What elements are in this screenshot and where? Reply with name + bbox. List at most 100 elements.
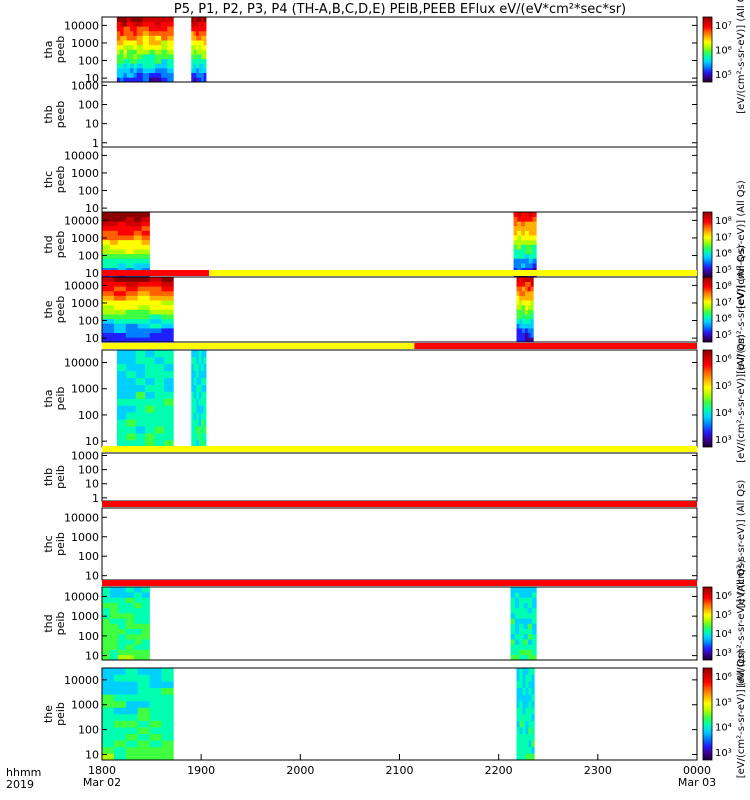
panel-5-spectrogram-cell xyxy=(519,281,523,287)
panel-4-spectrogram-cell xyxy=(524,225,530,231)
panel-4-spectrogram-cell xyxy=(528,221,533,227)
panel-6-spectrogram-cell xyxy=(201,433,204,441)
panel-9-spectrogram-cell xyxy=(510,587,516,593)
panel-4-spectrogram-cell xyxy=(528,258,533,264)
panel-5-spectrogram-cell xyxy=(161,309,174,315)
panel-4-spectrogram-cell xyxy=(513,263,518,269)
panel-4-spectrogram-cell xyxy=(133,221,142,227)
panel-6-spectrogram-cell xyxy=(116,370,127,379)
panel-9-spectrogram-cell xyxy=(133,654,142,661)
panel-9-spectrogram-cell xyxy=(109,623,119,630)
panel-4-spectrogram-cell xyxy=(528,239,533,245)
panel-10-spectrogram-cell xyxy=(531,694,535,702)
panel-4-spectrogram-cell xyxy=(109,249,119,255)
panel-1-spectrogram-cell xyxy=(148,26,156,32)
panel-5-colorbar-tick: 10⁵ xyxy=(715,330,732,341)
panel-10-spectrogram-cell xyxy=(161,700,174,708)
panel-9-spectrogram-cell xyxy=(102,654,111,661)
panel-4-spectrogram-cell xyxy=(133,253,142,259)
panel-9-spectrogram-cell xyxy=(109,649,119,656)
panel-6-spectrogram-cell xyxy=(203,370,207,379)
panel-5-spectrogram-cell xyxy=(113,309,127,315)
panel-9-spectrogram-cell xyxy=(519,633,524,640)
panel-9-spectrogram-cell xyxy=(527,587,533,593)
panel-10-spectrogram-cell xyxy=(125,740,138,748)
panel-9-spectrogram-cell xyxy=(523,592,529,598)
panel-10-spectrogram-cell xyxy=(113,687,127,695)
panel-5-spectrogram-cell xyxy=(137,309,150,315)
panel-2-ytick-label: 1000 xyxy=(71,79,99,92)
panel-10-spectrogram-cell xyxy=(125,714,138,721)
panel-5-spectrogram-cell xyxy=(113,314,127,320)
panel-8-ytick-label: 1000 xyxy=(71,531,99,544)
panel-1-spectrogram-cell xyxy=(203,26,207,32)
panel-10-spectrogram-cell xyxy=(113,720,127,728)
panel-5-spectrogram-cell xyxy=(149,277,162,282)
xtick-label: 0000 xyxy=(683,764,711,777)
panel-9-spectrogram-cell xyxy=(527,639,533,645)
panel-10-spectrogram-cell xyxy=(528,720,532,728)
panel-1-spectrogram-cell xyxy=(203,21,207,27)
panel-6-spectrogram-cell xyxy=(116,440,127,448)
panel-1-spectrogram-cell xyxy=(142,21,150,27)
panel-1-spectrogram-cell xyxy=(120,58,124,64)
panel-6-spectrogram-cell xyxy=(191,440,195,448)
panel-9-spectrogram-cell xyxy=(117,607,127,614)
panel-4-spectrogram-cell xyxy=(141,230,150,236)
panel-10-spectrogram-cell xyxy=(525,687,529,695)
panel-9-colorbar-tick: 10⁴ xyxy=(715,629,732,640)
panel-6-spectrogram-cell xyxy=(191,426,195,434)
panel-5-spectrogram-cell xyxy=(516,323,520,329)
panel-9-spectrogram-cell xyxy=(514,597,520,603)
panel-6-spectrogram-cell xyxy=(116,350,127,358)
panel-5-spectrogram-cell xyxy=(149,281,162,287)
panel-6-spectrogram-cell xyxy=(145,350,155,358)
panel-6-spectrogram-cell xyxy=(201,370,204,379)
panel-6-spectrogram-cell xyxy=(163,426,174,434)
panel-4-spectrogram-cell xyxy=(125,249,135,255)
panel-5-spectrogram-cell xyxy=(113,328,127,334)
panel-10-spectrogram-cell xyxy=(531,714,535,721)
panel-5-spectrogram-cell xyxy=(102,286,115,292)
panel-9-spectrogram-cell xyxy=(514,644,520,650)
panel-5-spectrogram-cell xyxy=(530,328,534,334)
panel-6-spectrogram-cell xyxy=(191,412,195,420)
panel-3-frame xyxy=(101,146,698,213)
panel-5-spectrogram-cell xyxy=(519,290,523,296)
panel-6-spectrogram-cell xyxy=(198,426,202,434)
panel-9-spectrogram-cell xyxy=(514,639,520,645)
panel-9-spectrogram-cell xyxy=(102,649,111,656)
panel-6-spectrogram-cell xyxy=(196,356,199,365)
panel-6-spectrogram-cell xyxy=(203,356,207,365)
panel-5-spectrogram-cell xyxy=(524,290,529,296)
panel-4-spectrogram-cell xyxy=(125,258,135,264)
panel-5-spectrogram-cell xyxy=(522,304,526,310)
panel-10-spectrogram-cell xyxy=(525,714,529,721)
panel-9-spectrogram-cell xyxy=(510,649,516,656)
panel-5-spectrogram-cell xyxy=(113,337,127,343)
panel-9-spectrogram-cell xyxy=(133,597,142,603)
panel-5-spectrogram-cell xyxy=(102,281,115,287)
panel-4-spectrogram-cell xyxy=(117,235,127,241)
panel-4-spectrogram-cell xyxy=(133,258,142,264)
panel-5-spectrogram-cell xyxy=(524,295,529,301)
panel-4-spectrogram-cell xyxy=(117,249,127,255)
panel-1-spectrogram-cell xyxy=(116,26,121,32)
panel-10-spectrogram-cell xyxy=(519,720,523,728)
panel-1-spectrogram-cell xyxy=(161,17,168,22)
panel-5-spectrogram-cell xyxy=(125,314,138,320)
panel-6-colorbar-tick: 10³ xyxy=(715,435,732,446)
panel-1-spectrogram-cell xyxy=(136,26,144,32)
panel-6-spectrogram-cell xyxy=(126,419,137,427)
panel-4-spectrogram-cell xyxy=(125,225,135,231)
panel-6-spectrogram-cell xyxy=(198,412,202,420)
panel-6-spectrogram-cell xyxy=(198,405,202,413)
panel-4-spectrogram-cell xyxy=(102,230,111,236)
panel-6-spectrogram-cell xyxy=(196,433,199,441)
panel-5-spectrogram-cell xyxy=(102,314,115,320)
panel-6-colorbar-tick: 10⁴ xyxy=(715,408,732,419)
panel-6-spectrogram-cell xyxy=(154,426,165,434)
panel-10-spectrogram-cell xyxy=(102,753,115,761)
panel-9-spectrogram-cell xyxy=(133,607,142,614)
panel-10-spectrogram-cell xyxy=(525,707,529,715)
